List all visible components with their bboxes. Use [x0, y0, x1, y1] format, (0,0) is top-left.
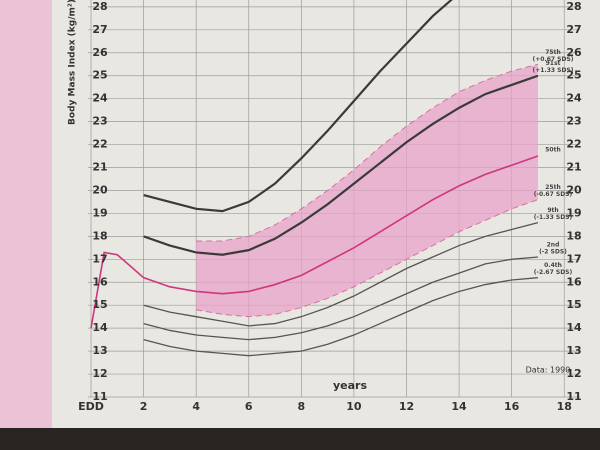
- x-tick-label: 6: [245, 400, 253, 413]
- y-tick-label-right: 26: [566, 46, 582, 59]
- y-tick-label-right: 15: [566, 298, 581, 311]
- series-sds: (-2 SDS): [539, 249, 567, 256]
- x-tick-label: 18: [557, 400, 572, 413]
- y-tick-label-right: 27: [566, 23, 581, 36]
- y-tick-label: 28: [92, 0, 107, 13]
- y-tick-label: 17: [92, 252, 107, 265]
- y-tick-label: 20: [92, 183, 108, 196]
- y-tick-label: 21: [92, 161, 107, 174]
- y-tick-label-right: 14: [566, 321, 582, 334]
- percentile-line: [196, 199, 539, 318]
- series-sds: (-0.67 SDS): [534, 191, 573, 198]
- y-tick-label-right: 21: [566, 161, 581, 174]
- series-label: 9th: [547, 207, 558, 214]
- y-tick-label: 22: [92, 138, 107, 151]
- y-tick-label-right: 13: [566, 344, 581, 357]
- percentile-line: [143, 74, 539, 256]
- y-tick-label-right: 25: [566, 69, 581, 82]
- y-tick-label: 25: [92, 69, 107, 82]
- x-tick-label: 16: [504, 400, 520, 413]
- y-tick-label-right: 18: [566, 229, 581, 242]
- percentile-line: [143, 0, 453, 213]
- y-tick-label: 19: [92, 206, 107, 219]
- x-axis-label: years: [333, 379, 367, 392]
- y-tick-label: 12: [92, 367, 107, 380]
- series-label: 25th: [545, 184, 561, 191]
- percentile-line: [143, 221, 539, 327]
- y-tick-label: 18: [92, 229, 107, 242]
- y-tick-label: 16: [92, 275, 108, 288]
- x-tick-label: 12: [399, 400, 414, 413]
- y-axis-label: Body Mass Index (kg/m²): [68, 0, 78, 125]
- plot-area: [90, 0, 539, 357]
- y-tick-label-right: 22: [566, 138, 581, 151]
- y-tick-label-right: 23: [566, 115, 581, 128]
- y-tick-label-right: 12: [566, 367, 581, 380]
- y-tick-label-right: 16: [566, 275, 582, 288]
- y-tick-label-right: 11: [566, 390, 581, 403]
- series-label: 2nd: [547, 242, 560, 249]
- y-tick-label: 24: [92, 92, 108, 105]
- percentile-line: [90, 155, 539, 329]
- y-tick-label: 14: [92, 321, 108, 334]
- y-tick-label: 11: [92, 390, 107, 403]
- note: Data: 1990: [526, 366, 571, 375]
- percentile-line: [143, 256, 538, 341]
- y-tick-label: 15: [92, 298, 107, 311]
- series-sds: (-2.67 SDS): [534, 269, 573, 276]
- series-label: 75th: [545, 49, 561, 56]
- y-tick-label: 13: [92, 344, 107, 357]
- percentile-line: [196, 63, 539, 242]
- series-sds: (+1.33 SDS): [532, 67, 573, 74]
- y-tick-label: 23: [92, 115, 107, 128]
- y-tick-label: 26: [92, 46, 108, 59]
- series-sds: (+0.67 SDS): [532, 56, 573, 63]
- x-tick-label: 8: [298, 400, 306, 413]
- y-tick-label-right: 28: [566, 0, 581, 13]
- y-tick-label-right: 19: [566, 206, 581, 219]
- y-tick-label-right: 24: [566, 92, 582, 105]
- x-tick-label: 4: [192, 400, 200, 413]
- y-tick-label-right: 20: [566, 183, 582, 196]
- series-label: 50th: [545, 147, 561, 154]
- pink-margin: [0, 0, 52, 428]
- series-label: 91st: [546, 60, 561, 67]
- percentile-band: [196, 64, 538, 317]
- y-tick-label-right: 17: [566, 252, 581, 265]
- y-tick-label: 27: [92, 23, 107, 36]
- series-label: 0.4th: [544, 262, 562, 269]
- series-sds: (-1.33 SDS): [534, 214, 573, 221]
- x-tick-label: 10: [346, 400, 362, 413]
- percentile-line: [143, 277, 538, 357]
- x-tick-label: 2: [140, 400, 148, 413]
- x-tick-label: EDD: [78, 400, 104, 413]
- x-tick-label: 14: [451, 400, 467, 413]
